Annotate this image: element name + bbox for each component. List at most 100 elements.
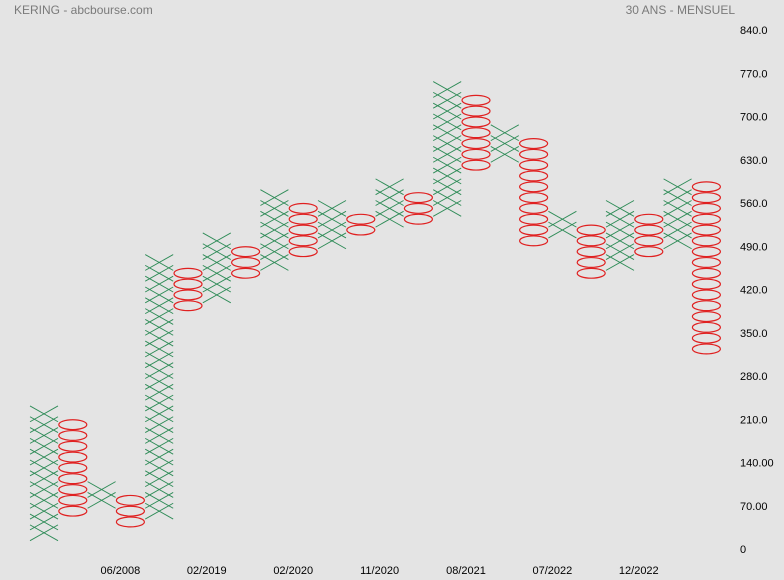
- o-mark: [691, 267, 722, 279]
- x-column-22: [663, 178, 692, 250]
- o-column-17: [518, 138, 549, 247]
- o-mark: [115, 516, 145, 528]
- o-mark: [691, 246, 722, 258]
- o-mark: [403, 192, 433, 204]
- y-tick-label: 420.0: [740, 285, 768, 297]
- y-tick-label: 560.0: [740, 198, 768, 210]
- x-tick-label: 02/2020: [273, 565, 313, 577]
- x-mark: [29, 405, 59, 423]
- x-tick-label: 06/2008: [101, 565, 141, 577]
- o-mark: [173, 267, 203, 279]
- o-mark: [288, 246, 318, 258]
- o-mark: [518, 235, 549, 247]
- o-column-11: [346, 213, 376, 236]
- x-tick-label: 07/2022: [533, 565, 573, 577]
- o-mark: [288, 213, 318, 225]
- o-mark: [634, 224, 664, 236]
- x-tick-label: 08/2021: [446, 565, 486, 577]
- x-column-6: [202, 232, 232, 304]
- o-mark: [634, 213, 664, 225]
- o-mark: [576, 246, 606, 258]
- o-mark: [58, 429, 88, 441]
- o-mark: [691, 311, 722, 323]
- x-mark: [202, 232, 232, 250]
- o-mark: [58, 419, 88, 431]
- y-tick-label: 280.0: [740, 371, 768, 383]
- o-mark: [288, 224, 318, 236]
- o-mark: [518, 148, 549, 160]
- x-column-14: [432, 81, 462, 217]
- o-mark: [461, 138, 491, 150]
- o-mark: [576, 256, 606, 268]
- o-mark: [691, 213, 722, 225]
- y-tick-label: 0: [740, 544, 746, 556]
- o-column-13: [403, 192, 433, 225]
- o-mark: [518, 213, 549, 225]
- o-column-23: [691, 181, 722, 355]
- o-mark: [115, 494, 145, 506]
- o-mark: [691, 289, 722, 301]
- o-mark: [58, 494, 88, 506]
- o-mark: [461, 159, 491, 171]
- o-mark: [288, 235, 318, 247]
- x-tick-label: 11/2020: [360, 565, 399, 577]
- x-mark: [144, 254, 174, 271]
- o-mark: [691, 278, 722, 290]
- x-column-12: [375, 178, 404, 228]
- y-tick-label: 840.0: [740, 25, 768, 37]
- o-column-15: [461, 94, 491, 171]
- chart-marks: [29, 81, 722, 542]
- o-mark: [518, 138, 549, 150]
- y-tick-label: 700.0: [740, 112, 768, 124]
- o-mark: [288, 202, 318, 214]
- x-mark: [260, 189, 289, 206]
- o-mark: [461, 105, 491, 117]
- o-mark: [346, 224, 376, 236]
- o-mark: [173, 300, 203, 312]
- o-mark: [461, 148, 491, 160]
- o-mark: [231, 246, 261, 258]
- o-mark: [634, 235, 664, 247]
- o-mark: [691, 224, 722, 236]
- x-mark: [663, 178, 692, 196]
- o-mark: [173, 278, 203, 290]
- o-mark: [58, 473, 88, 485]
- o-mark: [518, 181, 549, 193]
- o-mark: [58, 484, 88, 496]
- o-mark: [58, 505, 88, 517]
- o-mark: [691, 300, 722, 312]
- y-tick-label: 490.0: [740, 241, 768, 253]
- o-mark: [231, 267, 261, 279]
- o-mark: [691, 192, 722, 204]
- o-mark: [58, 440, 88, 452]
- x-mark: [375, 178, 404, 196]
- o-mark: [58, 451, 88, 463]
- o-mark: [691, 235, 722, 247]
- o-column-3: [115, 494, 145, 528]
- o-mark: [691, 321, 722, 333]
- y-tick-label: 70.00: [740, 501, 768, 513]
- y-tick-label: 630.0: [740, 155, 768, 167]
- o-column-7: [231, 246, 261, 279]
- o-mark: [691, 332, 722, 344]
- o-mark: [58, 462, 88, 474]
- o-mark: [518, 170, 549, 182]
- o-mark: [576, 224, 606, 236]
- o-mark: [518, 202, 549, 214]
- x-mark: [432, 81, 462, 98]
- o-mark: [691, 343, 722, 355]
- o-mark: [461, 94, 491, 106]
- o-mark: [115, 505, 145, 517]
- y-tick-label: 770.0: [740, 68, 768, 80]
- y-tick-label: 140.00: [740, 458, 774, 470]
- o-mark: [461, 116, 491, 128]
- x-mark: [87, 481, 116, 498]
- y-tick-label: 210.0: [740, 414, 768, 426]
- o-mark: [691, 181, 722, 193]
- x-column-4: [144, 254, 174, 520]
- o-mark: [634, 246, 664, 258]
- x-column-20: [605, 200, 635, 271]
- o-mark: [461, 127, 491, 139]
- o-mark: [173, 289, 203, 301]
